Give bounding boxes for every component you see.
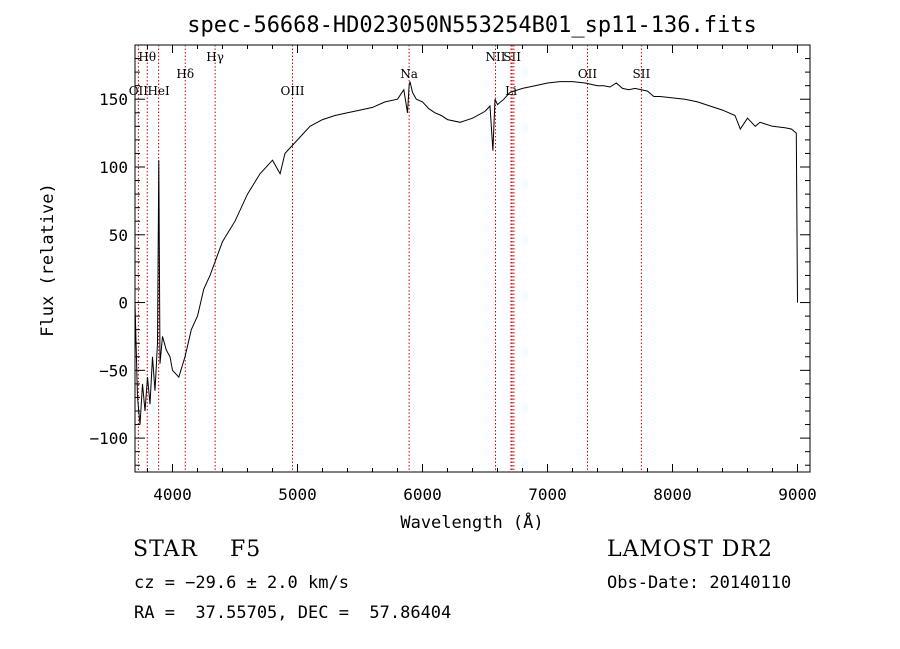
x-tick-label: 9000	[778, 485, 817, 504]
coordinates: RA = 37.55705, DEC = 57.86404	[134, 603, 452, 623]
chart-title: spec-56668-HD023050N553254B01_sp11-136.f…	[187, 13, 757, 38]
y-tick-label: 50	[109, 226, 128, 245]
spectrum-line	[134, 81, 798, 425]
survey-name: LAMOST DR2	[607, 537, 773, 562]
line-marker-label: Hγ	[206, 50, 224, 64]
line-marker-label: Hδ	[176, 67, 194, 81]
line-marker-label: OII	[578, 67, 598, 81]
redshift-velocity: cz = −29.6 ± 2.0 km/s	[134, 573, 349, 593]
x-tick-label: 4000	[153, 485, 192, 504]
y-tick-label: 150	[99, 90, 128, 109]
x-tick-label: 5000	[278, 485, 317, 504]
x-tick-label: 7000	[528, 485, 567, 504]
line-marker-label: Na	[400, 67, 418, 81]
y-axis-label: Flux (relative)	[38, 183, 58, 337]
line-marker-label: OIII	[280, 84, 304, 98]
line-marker-label: HeI	[147, 84, 170, 98]
line-marker-label: SII	[503, 50, 521, 64]
line-marker-label: Hθ	[138, 50, 156, 64]
observation-date: Obs-Date: 20140110	[607, 573, 792, 593]
plot-frame	[134, 44, 811, 473]
line-marker-label: OII	[129, 84, 149, 98]
line-marker-label: NII	[486, 50, 506, 64]
x-tick-label: 6000	[403, 485, 442, 504]
line-marker-label: Li	[505, 84, 517, 98]
y-tick-label: −100	[89, 429, 128, 448]
line-marker-label: SII	[633, 67, 651, 81]
axis-ticks: 4000 5000 6000 7000 8000 9000 −100 −50 0 50 100 150	[89, 45, 817, 504]
y-tick-label: −50	[99, 361, 128, 380]
object-class: STAR F5	[133, 537, 262, 562]
x-tick-label: 8000	[653, 485, 692, 504]
x-axis-label: Wavelength (Å)	[400, 511, 543, 533]
y-tick-label: 0	[118, 294, 128, 313]
y-tick-label: 100	[99, 158, 128, 177]
